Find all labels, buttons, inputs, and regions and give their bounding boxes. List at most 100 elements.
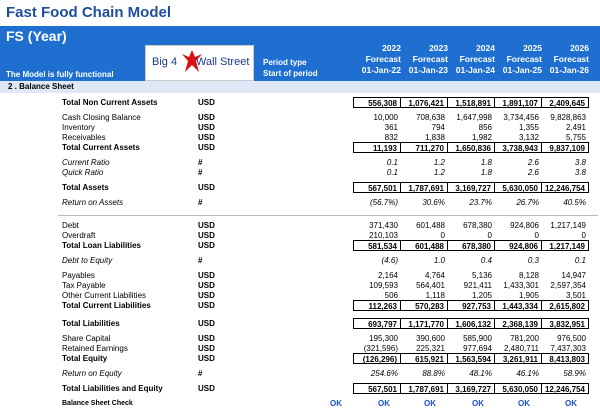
table-cell[interactable]: 3,501 (565, 291, 586, 300)
table-cell[interactable]: 3.8 (574, 158, 586, 167)
table-cell[interactable]: (126,296) (353, 353, 401, 364)
table-cell[interactable]: 601,488 (400, 240, 448, 251)
table-cell[interactable]: 30.6% (422, 198, 445, 207)
table-cell[interactable]: 1,217,149 (541, 240, 589, 251)
table-cell[interactable]: 794 (431, 123, 445, 132)
table-cell[interactable]: 2,368,139 (494, 318, 542, 329)
table-cell[interactable]: 567,501 (353, 182, 401, 193)
table-cell[interactable]: 1,650,836 (447, 142, 495, 153)
table-cell[interactable]: 2.6 (527, 168, 539, 177)
table-cell[interactable]: 1,982 (471, 133, 492, 142)
table-cell[interactable]: 678,380 (463, 221, 492, 230)
table-cell[interactable]: 2,491 (565, 123, 586, 132)
table-cell[interactable]: 0 (581, 231, 586, 240)
table-cell[interactable]: 1.8 (480, 158, 492, 167)
table-cell[interactable]: (321,596) (363, 344, 398, 353)
table-cell[interactable]: 2,409,645 (541, 97, 589, 108)
table-cell[interactable]: 109,593 (369, 281, 398, 290)
table-cell[interactable]: 2,597,354 (550, 281, 586, 290)
table-cell[interactable]: 12,246,754 (541, 383, 589, 394)
table-cell[interactable]: 1,076,421 (400, 97, 448, 108)
table-cell[interactable]: 2,615,802 (541, 300, 589, 311)
table-cell[interactable]: 0 (440, 231, 445, 240)
table-cell[interactable]: 2,480,711 (504, 344, 539, 353)
table-cell[interactable]: 11,193 (353, 142, 401, 153)
table-cell[interactable]: 3,832,951 (541, 318, 589, 329)
table-cell[interactable]: 1,205 (471, 291, 492, 300)
table-cell[interactable]: 8,128 (518, 271, 539, 280)
table-cell[interactable]: 567,501 (353, 383, 401, 394)
table-cell[interactable]: 0.3 (527, 256, 539, 265)
table-cell[interactable]: 0.1 (386, 158, 398, 167)
table-cell[interactable]: (4.6) (381, 256, 398, 265)
table-cell[interactable]: 977,694 (463, 344, 492, 353)
table-cell[interactable]: 26.7% (516, 198, 539, 207)
table-cell[interactable]: 1,787,691 (400, 383, 448, 394)
table-cell[interactable]: 556,308 (353, 97, 401, 108)
table-cell[interactable]: 1,118 (425, 291, 445, 300)
table-cell[interactable]: 1,518,891 (447, 97, 495, 108)
table-cell[interactable]: 585,900 (463, 334, 492, 343)
table-cell[interactable]: 5,755 (565, 133, 586, 142)
table-cell[interactable]: 601,488 (416, 221, 445, 230)
table-cell[interactable]: 927,753 (447, 300, 495, 311)
table-cell[interactable]: 3,132 (518, 133, 539, 142)
table-cell[interactable]: 1,905 (518, 291, 539, 300)
table-cell[interactable]: 0 (487, 231, 492, 240)
table-cell[interactable]: 3,261,911 (494, 353, 542, 364)
table-cell[interactable]: 976,500 (557, 334, 586, 343)
table-cell[interactable]: 390,600 (416, 334, 445, 343)
table-cell[interactable]: 5,136 (471, 271, 492, 280)
table-cell[interactable]: 506 (384, 291, 398, 300)
table-cell[interactable]: 195,300 (369, 334, 398, 343)
table-cell[interactable]: 23.7% (469, 198, 492, 207)
table-cell[interactable]: 5,630,050 (494, 182, 542, 193)
table-cell[interactable]: 924,806 (494, 240, 542, 251)
table-cell[interactable]: 4,764 (424, 271, 445, 280)
table-cell[interactable]: 0.1 (386, 168, 398, 177)
table-cell[interactable]: 10,000 (373, 113, 398, 122)
table-cell[interactable]: 7,437,303 (550, 344, 586, 353)
table-cell[interactable]: (56.7%) (369, 198, 398, 207)
table-cell[interactable]: 1,787,691 (400, 182, 448, 193)
table-cell[interactable]: 58.9% (563, 369, 586, 378)
table-cell[interactable]: 40.5% (563, 198, 586, 207)
table-cell[interactable]: 3,738,943 (494, 142, 542, 153)
table-cell[interactable]: 371,430 (369, 221, 398, 230)
table-cell[interactable]: 3.8 (574, 168, 586, 177)
table-cell[interactable]: 9,828,863 (550, 113, 586, 122)
table-cell[interactable]: 708,638 (416, 113, 445, 122)
table-cell[interactable]: 0.4 (480, 256, 492, 265)
table-cell[interactable]: 14,947 (561, 271, 586, 280)
table-cell[interactable]: 12,246,754 (541, 182, 589, 193)
table-cell[interactable]: 3,169,727 (447, 383, 495, 394)
table-cell[interactable]: 856 (478, 123, 492, 132)
table-cell[interactable]: 254.6% (370, 369, 398, 378)
table-cell[interactable]: 693,797 (353, 318, 401, 329)
table-cell[interactable]: 1.0 (433, 256, 445, 265)
table-cell[interactable]: 9,837,109 (541, 142, 589, 153)
table-cell[interactable]: 1,355 (518, 123, 539, 132)
table-cell[interactable]: 711,270 (400, 142, 448, 153)
table-cell[interactable]: 1,606,132 (447, 318, 495, 329)
table-cell[interactable]: 1,838 (424, 133, 445, 142)
table-cell[interactable]: 8,413,803 (541, 353, 589, 364)
table-cell[interactable]: 1,171,770 (400, 318, 448, 329)
table-cell[interactable]: 361 (384, 123, 398, 132)
table-cell[interactable]: 5,630,050 (494, 383, 542, 394)
table-cell[interactable]: 1,217,149 (550, 221, 586, 230)
table-cell[interactable]: 1,443,334 (494, 300, 542, 311)
table-cell[interactable]: 210,103 (369, 231, 398, 240)
table-cell[interactable]: 112,263 (353, 300, 401, 311)
table-cell[interactable]: 570,283 (400, 300, 448, 311)
table-cell[interactable]: 3,734,456 (503, 113, 539, 122)
table-cell[interactable]: 832 (384, 133, 398, 142)
table-cell[interactable]: 225,321 (416, 344, 445, 353)
table-cell[interactable]: 1.2 (433, 158, 445, 167)
table-cell[interactable]: 924,806 (510, 221, 539, 230)
table-cell[interactable]: 678,380 (447, 240, 495, 251)
table-cell[interactable]: 1,891,107 (494, 97, 542, 108)
table-cell[interactable]: 88.8% (422, 369, 445, 378)
table-cell[interactable]: 0 (534, 231, 539, 240)
table-cell[interactable]: 921,411 (463, 281, 492, 290)
